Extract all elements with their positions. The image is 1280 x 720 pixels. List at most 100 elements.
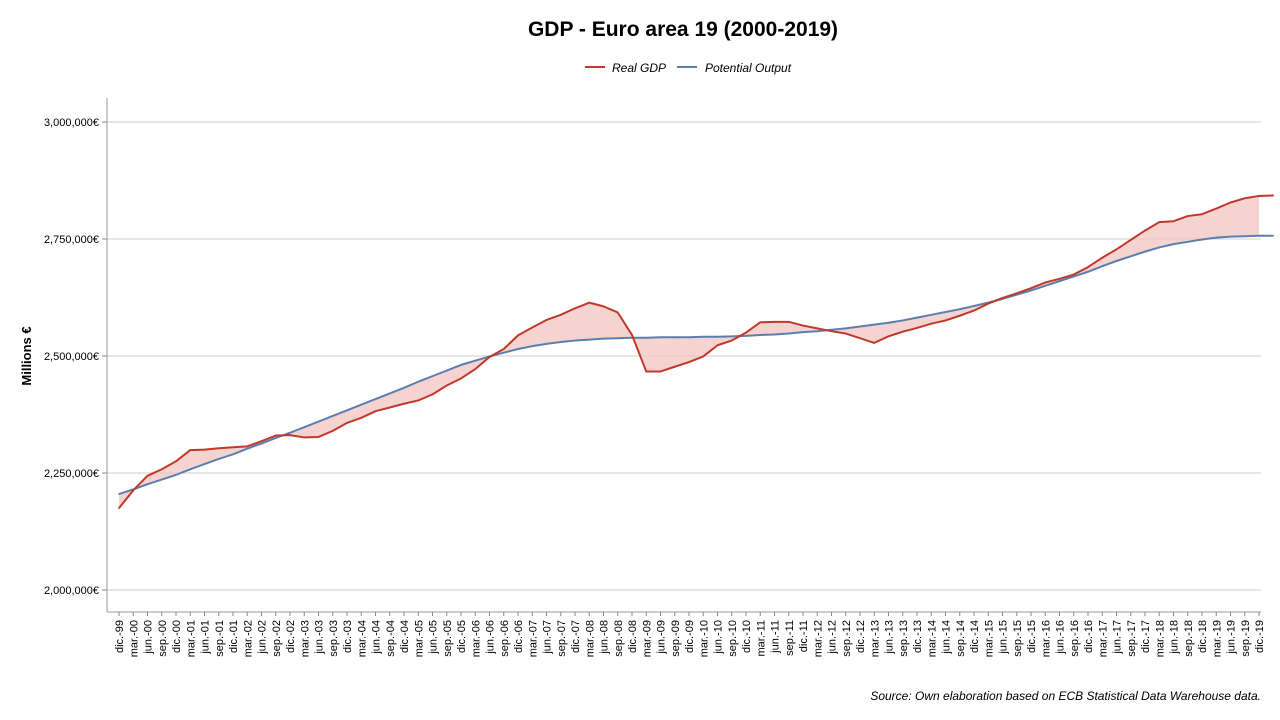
x-tick-label-23: sep.-05 <box>442 620 454 657</box>
x-tick-label-79: sep.-19 <box>1240 620 1252 657</box>
point-real-gdp-0 <box>118 507 120 509</box>
legend-label-potential-output: Potential Output <box>705 61 792 75</box>
x-tick-label-4: dic.-00 <box>171 620 183 653</box>
x-tick-label-0: dic.-99 <box>114 620 126 653</box>
x-tick-label-35: sep.-08 <box>613 620 625 657</box>
x-tick-label-3: sep.-00 <box>157 620 169 657</box>
x-tick-labels: dic.-99 mar.-00 jun.-00 sep.-00 dic.-00 mar.-… <box>114 612 1266 657</box>
x-tick-label-64: dic.-15 <box>1026 620 1038 653</box>
source-note: Source: Own elaboration based on ECB Sta… <box>870 689 1261 703</box>
y-tick-label-0: 2,000,000€ <box>44 585 99 597</box>
point-real-gdp-14 <box>317 436 320 438</box>
point-potential-output-76 <box>1201 238 1203 241</box>
point-real-gdp-81 <box>1272 194 1275 197</box>
point-potential-output-0 <box>118 493 120 495</box>
x-tick-label-32: dic.-07 <box>570 620 582 653</box>
x-tick-label-69: mar.-17 <box>1097 620 1109 657</box>
x-tick-label-31: sep.-07 <box>556 620 568 657</box>
point-potential-output-8 <box>232 453 234 456</box>
point-real-gdp-76 <box>1201 213 1203 215</box>
x-tick-label-68: dic.-16 <box>1083 620 1095 653</box>
point-real-gdp-79 <box>1243 197 1246 200</box>
point-real-gdp-72 <box>1144 229 1146 232</box>
x-tick-label-50: jun.-12 <box>827 620 839 655</box>
y-axis-label: Millions € <box>19 326 34 385</box>
point-real-gdp-13 <box>303 436 306 439</box>
point-real-gdp-34 <box>602 305 605 308</box>
point-real-gdp-22 <box>431 393 434 396</box>
point-real-gdp-40 <box>688 361 690 363</box>
point-real-gdp-70 <box>1115 248 1118 251</box>
point-real-gdp-55 <box>901 330 904 333</box>
point-real-gdp-46 <box>773 321 776 323</box>
x-tick-label-44: dic.-10 <box>741 620 753 653</box>
point-real-gdp-23 <box>445 384 448 387</box>
point-real-gdp-24 <box>460 377 462 380</box>
point-potential-output-39 <box>673 336 676 339</box>
point-potential-output-20 <box>403 387 405 389</box>
point-potential-output-17 <box>360 403 363 406</box>
point-potential-output-2 <box>146 483 149 486</box>
x-tick-label-52: dic.-12 <box>855 620 867 653</box>
point-potential-output-58 <box>944 311 947 313</box>
x-tick-label-55: sep.-13 <box>898 620 910 657</box>
series-lines <box>118 194 1275 509</box>
point-potential-output-59 <box>958 308 961 311</box>
x-tick-label-53: mar.-13 <box>869 620 881 657</box>
point-potential-output-4 <box>175 474 177 476</box>
series-points-potential-output <box>118 234 1275 495</box>
x-tick-label-11: sep.-02 <box>271 620 283 657</box>
point-real-gdp-17 <box>360 416 363 419</box>
point-potential-output-42 <box>716 336 719 338</box>
point-potential-output-47 <box>787 332 790 335</box>
point-potential-output-56 <box>916 316 918 319</box>
x-tick-label-78: jun.-19 <box>1226 620 1238 655</box>
point-real-gdp-19 <box>388 406 391 409</box>
x-tick-label-37: mar.-09 <box>641 620 653 657</box>
point-real-gdp-50 <box>830 330 833 333</box>
x-tick-label-15: sep.-03 <box>328 620 340 657</box>
point-potential-output-28 <box>517 348 519 350</box>
x-tick-label-73: mar.-18 <box>1154 620 1166 657</box>
y-tick-label-3: 2,750,000€ <box>44 234 99 246</box>
x-tick-label-58: jun.-14 <box>941 620 953 655</box>
x-tick-label-49: mar.-12 <box>812 620 824 657</box>
point-potential-output-35 <box>616 337 619 340</box>
point-potential-output-45 <box>759 334 762 336</box>
x-tick-label-33: mar.-08 <box>584 620 596 657</box>
point-real-gdp-35 <box>616 311 619 314</box>
point-real-gdp-47 <box>787 321 790 323</box>
x-tick-label-34: jun.-08 <box>599 620 611 655</box>
point-potential-output-49 <box>816 330 819 333</box>
point-real-gdp-37 <box>645 370 648 373</box>
point-potential-output-68 <box>1087 270 1089 273</box>
x-tick-label-75: sep.-18 <box>1183 620 1195 657</box>
x-tick-label-9: mar.-02 <box>242 620 254 657</box>
point-potential-output-64 <box>1030 289 1032 292</box>
x-tick-label-7: sep.-01 <box>214 620 226 657</box>
point-real-gdp-1 <box>132 489 135 492</box>
point-real-gdp-15 <box>331 430 334 432</box>
x-tick-label-20: dic.-04 <box>399 620 411 653</box>
y-tick-label-2: 2,500,000€ <box>44 351 99 363</box>
point-real-gdp-60 <box>973 309 975 312</box>
x-tick-label-18: jun.-04 <box>371 620 383 655</box>
point-potential-output-11 <box>274 437 277 439</box>
y-tick-label-1: 2,250,000€ <box>44 468 99 480</box>
x-tick-label-14: jun.-03 <box>314 620 326 655</box>
x-tick-label-57: mar.-14 <box>926 620 938 657</box>
point-potential-output-3 <box>160 478 163 481</box>
x-tick-label-56: dic.-13 <box>912 620 924 653</box>
point-real-gdp-9 <box>246 445 249 448</box>
point-real-gdp-57 <box>930 322 933 325</box>
point-potential-output-73 <box>1158 246 1161 249</box>
point-real-gdp-30 <box>545 319 548 321</box>
y-tick-label-4: 3,000,000€ <box>44 117 99 129</box>
point-real-gdp-61 <box>987 302 990 305</box>
point-real-gdp-75 <box>1186 215 1189 217</box>
x-tick-label-21: mar.-05 <box>413 620 425 657</box>
point-real-gdp-39 <box>673 365 676 368</box>
point-real-gdp-28 <box>517 334 519 337</box>
point-real-gdp-52 <box>859 337 861 340</box>
point-real-gdp-54 <box>887 335 890 338</box>
